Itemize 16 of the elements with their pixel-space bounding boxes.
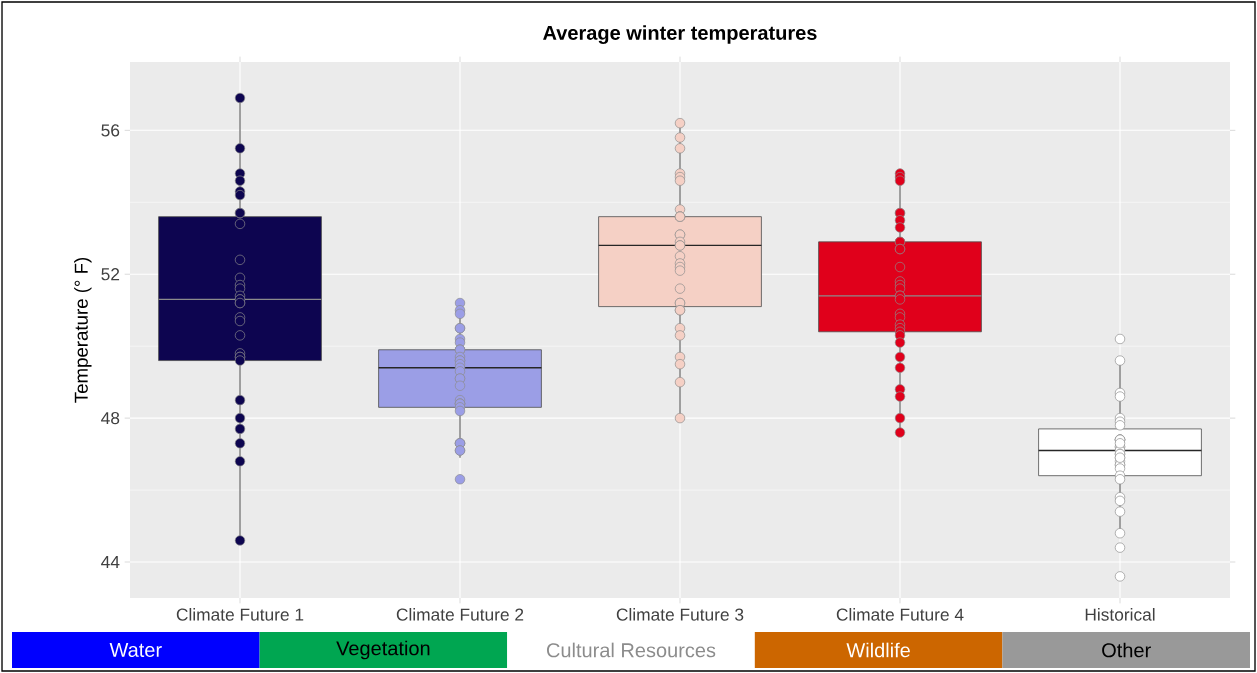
text: Other [1102, 642, 1151, 658]
text: Water [109, 643, 162, 657]
y-tick-label: 52 [101, 268, 120, 281]
text: Vegetation [336, 640, 430, 660]
y-tick-label: 56 [101, 124, 120, 137]
y-axis-title: Temperature (° F) [74, 257, 92, 403]
text: Cultural Resources [547, 642, 716, 658]
text: Wildlife [846, 642, 910, 658]
x-tick-label: Climate Future 3 [616, 608, 744, 621]
x-tick-label: Climate Future 4 [836, 608, 964, 621]
x-tick-label: Climate Future 2 [396, 608, 524, 621]
x-tick-label: Historical [1085, 608, 1155, 621]
y-tick-label: 44 [101, 556, 120, 568]
x-tick-label: Climate Future 1 [176, 608, 304, 621]
y-tick-label: 48 [101, 411, 120, 425]
chart-title: Average winter temperatures [543, 25, 817, 44]
